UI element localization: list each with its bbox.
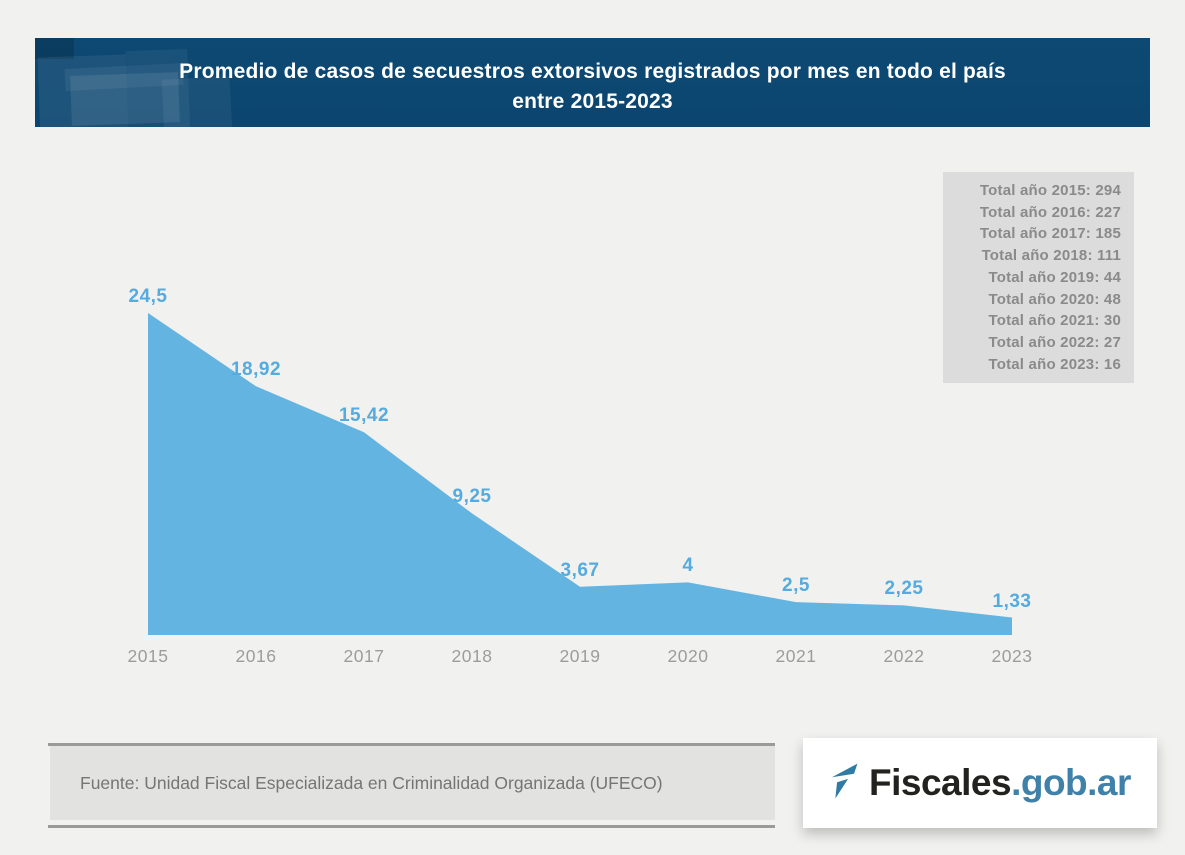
x-axis-label-2019: 2019: [559, 646, 601, 666]
area-series: [148, 313, 1012, 635]
x-axis-label-2023: 2023: [991, 646, 1033, 666]
data-point-label-2019: 3,67: [560, 559, 600, 581]
total-year-line: Total año 2019: 44: [988, 268, 1121, 286]
logo-text-gobar: .gob.ar: [1011, 762, 1131, 803]
source-divider-bottom: [48, 825, 775, 828]
f-icon-top-blade: [831, 763, 858, 778]
source-divider-top: [48, 743, 775, 746]
total-year-line: Total año 2022: 27: [988, 333, 1121, 351]
source-box: Fuente: Unidad Fiscal Especializada en C…: [50, 746, 775, 820]
data-point-label-2016: 18,92: [230, 359, 282, 381]
fiscales-f-icon: [831, 763, 858, 799]
logo-text-fiscales: Fiscales: [869, 762, 1012, 803]
total-year-line: Total año 2015: 294: [979, 182, 1121, 199]
fiscales-logo-card: Fiscales.gob.ar: [803, 738, 1157, 828]
page-title: Promedio de casos de secuestros extorsiv…: [35, 57, 1150, 117]
page-title-line1: Promedio de casos de secuestros extorsiv…: [179, 60, 1006, 83]
x-axis-label-2016: 2016: [235, 646, 277, 666]
source-text: Fuente: Unidad Fiscal Especializada en C…: [80, 772, 663, 793]
x-axis-label-2021: 2021: [775, 646, 817, 666]
total-year-line: Total año 2020: 48: [988, 290, 1121, 308]
page-title-line2: entre 2015-2023: [512, 90, 673, 113]
total-year-line: Total año 2021: 30: [988, 312, 1121, 330]
x-axis-label-2022: 2022: [883, 646, 925, 666]
yearly-totals-box: Total año 2015: 294 Total año 2016: 227 To…: [943, 172, 1134, 384]
data-point-label-2023: 1,33: [992, 590, 1032, 612]
total-year-line: Total año 2023: 16: [988, 355, 1121, 373]
data-point-label-2015: 24,5: [128, 286, 168, 307]
total-year-line: Total año 2018: 111: [981, 247, 1121, 265]
banner-decoration: [35, 38, 74, 59]
x-axis-label-2017: 2017: [343, 646, 385, 666]
data-point-label-2020: 4: [682, 555, 694, 577]
f-icon-bottom-blade: [835, 778, 849, 799]
total-year-line: Total año 2016: 227: [979, 203, 1121, 221]
total-year-line: Total año 2017: 185: [979, 225, 1121, 243]
data-point-label-2017: 15,42: [338, 405, 390, 427]
x-axis-label-2015: 2015: [127, 646, 169, 666]
data-point-label-2022: 2,25: [884, 578, 924, 600]
data-point-label-2021: 2,5: [782, 575, 810, 597]
title-banner: Promedio de casos de secuestros extorsiv…: [35, 38, 1150, 127]
x-axis-label-2020: 2020: [667, 646, 709, 666]
x-axis-label-2018: 2018: [451, 646, 493, 666]
data-point-label-2018: 9,25: [452, 486, 492, 508]
fiscales-logo-text: Fiscales.gob.ar: [869, 762, 1131, 804]
